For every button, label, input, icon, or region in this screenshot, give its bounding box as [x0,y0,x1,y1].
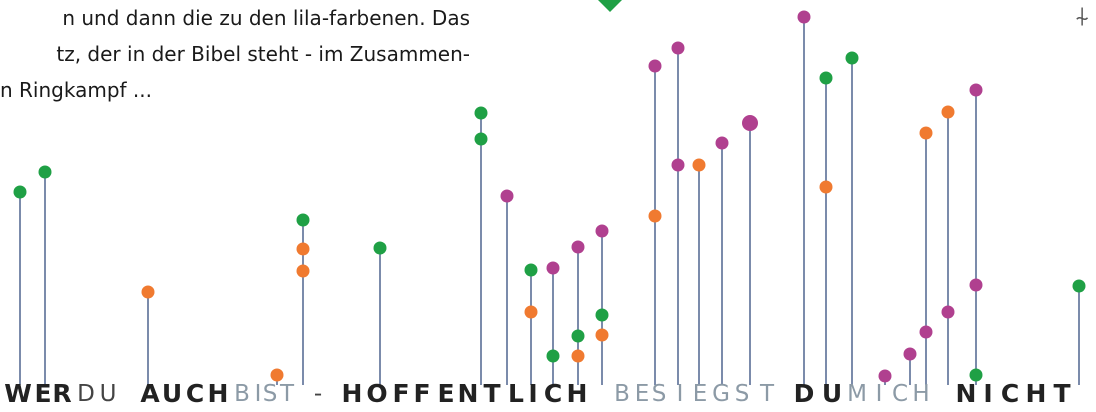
green-dot [969,368,983,382]
caption-text: n und dann die zu den lila-farbenen. Das… [0,0,470,108]
orange-dot [648,209,662,223]
word-letter: B [614,381,630,407]
caption-line-2: tz, der in der Bibel steht - im Zusammen… [56,42,470,66]
green-dot [845,51,859,65]
word-letter: I [676,381,684,407]
caption-line-1: n und dann die zu den lila-farbenen. Das [62,6,470,30]
green-dot [474,106,488,120]
purple-dot [715,136,729,150]
word-letter: I [528,379,538,408]
purple-dot [595,224,609,238]
purple-dot [742,115,758,131]
purple-dot [500,189,514,203]
green-dot [1072,279,1086,293]
purple-dot [797,10,811,24]
word-letter: E [634,381,650,407]
word-letter: M [847,381,867,407]
word-letter: S [651,381,667,407]
word-letter: C [185,379,205,408]
word-letter: U [161,379,183,408]
purple-dot [671,158,685,172]
word-letter: T [1053,379,1071,408]
word-letter: D [793,379,815,408]
orange-dot [296,242,310,256]
word-letter: O [366,379,388,408]
word-letter: H [207,379,229,408]
word-letter: C [891,381,909,407]
word-letter: T [483,379,501,408]
purple-dot [941,305,955,319]
word-letter: E [34,379,52,408]
word-letter: N [955,379,977,408]
word-letter: U [99,381,117,407]
purple-dot [903,347,917,361]
green-dot [595,308,609,322]
word-letter: B [234,381,250,407]
purple-dot [878,369,892,383]
orange-dot [296,264,310,278]
word-letter: H [566,379,588,408]
green-dot [819,71,833,85]
green-dot [38,165,52,179]
purple-dot [571,240,585,254]
word-letter: W [4,379,32,408]
green-dot [474,132,488,146]
word-letter: E [692,381,708,407]
word-letter: T [279,381,295,407]
arrow-down-icon [598,0,622,12]
purple-dot [546,261,560,275]
word-letter: T [759,381,775,407]
word-letter: H [1025,379,1047,408]
word-letter: G [712,381,730,407]
word-letter: F [392,379,410,408]
green-dot [373,241,387,255]
orange-dot [941,105,955,119]
word-letter: L [508,379,524,408]
word-letter: U [821,379,843,408]
word-letter: S [734,381,750,407]
word-letter: S [262,381,278,407]
word-letter: F [413,379,431,408]
word-letter: C [1000,379,1020,408]
orange-dot [270,368,284,382]
word-letter: I [254,381,262,407]
green-dot [571,329,585,343]
purple-dot [919,325,933,339]
caption-line-3: n Ringkampf ... [0,78,152,102]
purple-dot [648,59,662,73]
green-dot [546,349,560,363]
green-dot [296,213,310,227]
word-letter: - [313,381,323,407]
orange-dot [819,180,833,194]
word-letter: N [457,379,479,408]
word-letter: D [77,381,95,407]
green-dot [13,185,27,199]
orange-dot [524,305,538,319]
word-letter: I [983,379,993,408]
pencil-mark-icon: ⍭ [1074,2,1090,32]
orange-dot [141,285,155,299]
orange-dot [571,349,585,363]
purple-dot [969,83,983,97]
word-letter: E [437,379,455,408]
word-letter: A [140,379,160,408]
word-letter: H [912,381,930,407]
green-dot [524,263,538,277]
word-letter: C [543,379,563,408]
purple-dot [671,41,685,55]
orange-dot [692,158,706,172]
word-letter: H [341,379,363,408]
word-letter: I [875,381,883,407]
orange-dot [595,328,609,342]
purple-dot [969,278,983,292]
orange-dot [919,126,933,140]
word-letter: R [52,379,72,408]
